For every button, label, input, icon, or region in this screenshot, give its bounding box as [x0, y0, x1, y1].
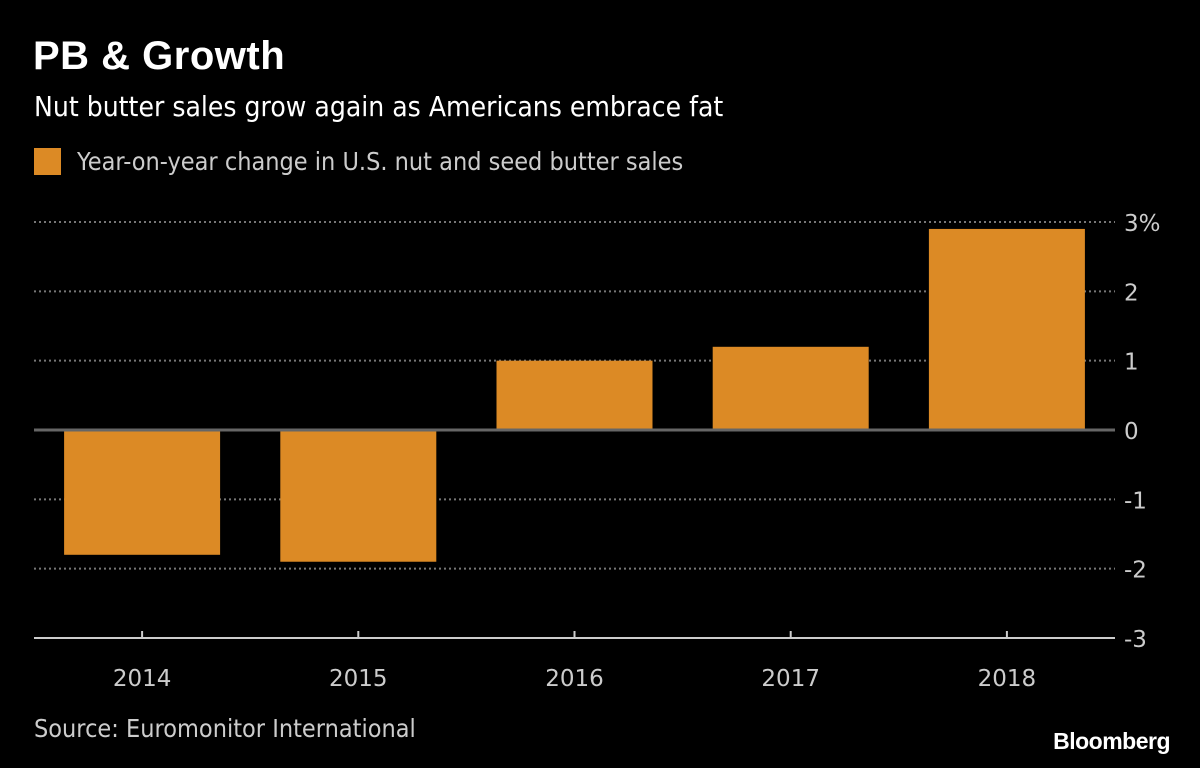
y-tick-label: -2 — [1124, 558, 1147, 584]
x-tick-label: 2016 — [545, 666, 604, 692]
x-tick-label: 2015 — [329, 666, 388, 692]
x-tick-label: 2017 — [761, 666, 820, 692]
x-tick-label: 2014 — [113, 666, 172, 692]
chart-subtitle: Nut butter sales grow again as Americans… — [34, 90, 724, 123]
bar — [64, 430, 221, 555]
y-tick-label: 2 — [1124, 280, 1139, 306]
legend-swatch — [34, 148, 61, 175]
legend-label: Year-on-year change in U.S. nut and seed… — [77, 147, 684, 176]
bar — [280, 430, 437, 562]
y-tick-label: -1 — [1124, 488, 1147, 514]
y-tick-label: 3% — [1124, 211, 1161, 237]
chart-title: PB & Growth — [33, 34, 286, 78]
y-tick-label: -3 — [1124, 627, 1147, 653]
y-tick-label: 1 — [1124, 350, 1139, 376]
y-tick-label: 0 — [1124, 419, 1139, 445]
x-tick-label: 2018 — [978, 666, 1037, 692]
bar — [496, 360, 653, 430]
bloomberg-logo: Bloomberg — [1053, 728, 1170, 754]
legend: Year-on-year change in U.S. nut and seed… — [34, 147, 751, 176]
bar — [712, 346, 869, 430]
bar — [928, 228, 1085, 430]
source-note: Source: Euromonitor International — [34, 714, 416, 743]
